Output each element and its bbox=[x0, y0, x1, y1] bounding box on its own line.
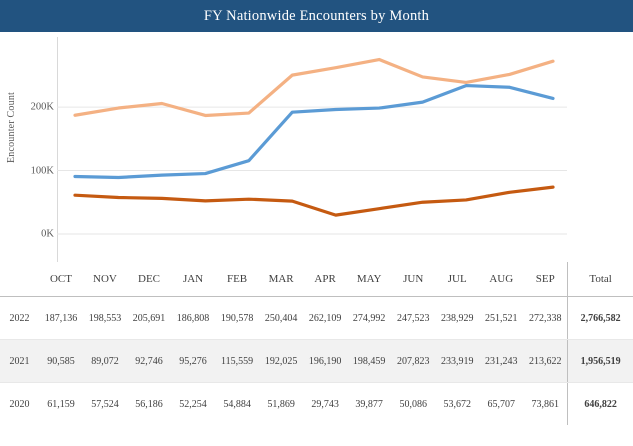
table-header-row: OCT NOV DEC JAN FEB MAR APR MAY JUN JUL AUG SEP Tota… bbox=[0, 262, 633, 297]
cell-2022-may: 274,992 bbox=[347, 296, 392, 340]
table-row: 2021 90,585 89,072 92,746 95,276 115,559 192,0… bbox=[0, 339, 633, 383]
cell-2022-oct: 187,136 bbox=[38, 296, 83, 340]
cell-2020-may: 39,877 bbox=[355, 398, 383, 410]
cell-2021-jul: 233,919 bbox=[435, 339, 480, 383]
cell-2020-sep: 73,861 bbox=[531, 398, 560, 410]
cell-2021-jan: 95,276 bbox=[171, 339, 216, 383]
header-month-apr: APR bbox=[303, 262, 348, 297]
header-year bbox=[0, 262, 39, 297]
cell-2021-nov: 89,072 bbox=[82, 339, 127, 383]
cell-2022-total: 2,766,582 bbox=[567, 296, 633, 340]
cell-2020-jun: 50,086 bbox=[399, 398, 427, 410]
row-year-label: 2021 bbox=[0, 339, 39, 383]
cell-2020-jan: 52,254 bbox=[179, 398, 207, 410]
table-row: 2020 61,159 57,524 56,186 52,254 54,884 51,869… bbox=[0, 382, 633, 425]
cell-2022-jul: 238,929 bbox=[435, 296, 480, 340]
header-month-dec: DEC bbox=[126, 262, 172, 297]
header-month-may: MAY bbox=[347, 262, 392, 297]
cell-2020-feb: 54,884 bbox=[223, 398, 251, 410]
cell-2022-dec: 205,691 bbox=[126, 296, 172, 340]
cell-2022-nov: 198,553 bbox=[82, 296, 127, 340]
cell-2022-mar: 250,404 bbox=[259, 296, 304, 340]
cell-2022-sep: 272,338 bbox=[523, 296, 568, 340]
header-month-nov: NOV bbox=[82, 262, 127, 297]
y-axis-line bbox=[57, 37, 58, 262]
cell-2021-feb: 115,559 bbox=[215, 339, 260, 383]
cell-2021-total: 1,956,519 bbox=[567, 339, 633, 383]
header-month-aug: AUG bbox=[479, 262, 524, 297]
series-line-2021 bbox=[73, 83, 555, 180]
table-body: 2022 187,136 198,553 205,691 186,808 190,578 2… bbox=[0, 296, 633, 425]
row-year-label: 2020 bbox=[9, 398, 30, 410]
table-row: 2022 187,136 198,553 205,691 186,808 190,578 2… bbox=[0, 296, 633, 340]
cell-2021-aug: 231,243 bbox=[479, 339, 524, 383]
cell-2020-oct: 61,159 bbox=[47, 398, 75, 410]
cell-2021-dec: 92,746 bbox=[126, 339, 172, 383]
cell-2021-oct: 90,585 bbox=[38, 339, 83, 383]
cell-2022-jan: 186,808 bbox=[171, 296, 216, 340]
cell-2020-apr: 29,743 bbox=[311, 398, 339, 410]
row-year-label: 2022 bbox=[0, 296, 39, 340]
data-table-wrapper: OCT NOV DEC JAN FEB MAR APR MAY JUN JUL AUG SEP Tota… bbox=[0, 262, 633, 446]
cell-2021-jun: 207,823 bbox=[391, 339, 436, 383]
plot-svg bbox=[57, 57, 567, 235]
header-total: Total bbox=[567, 262, 633, 297]
header-bar: FY Nationwide Encounters by Month bbox=[0, 0, 633, 32]
cell-2021-sep: 213,622 bbox=[523, 339, 568, 383]
cell-2022-aug: 251,521 bbox=[479, 296, 524, 340]
cell-2022-jun: 247,523 bbox=[391, 296, 436, 340]
cell-2021-apr: 196,190 bbox=[303, 339, 348, 383]
y-tick-label: 0K bbox=[41, 228, 54, 240]
plot-area bbox=[57, 32, 567, 262]
cell-2021-may: 198,459 bbox=[347, 339, 392, 383]
header-month-feb: FEB bbox=[215, 262, 260, 297]
header-month-mar: MAR bbox=[259, 262, 304, 297]
y-tick-label: 100K bbox=[30, 165, 54, 177]
table-head: OCT NOV DEC JAN FEB MAR APR MAY JUN JUL AUG SEP Tota… bbox=[0, 262, 633, 297]
line-chart: Encounter Count 0K 100K 200K bbox=[0, 32, 633, 262]
header-month-jan: JAN bbox=[171, 262, 216, 297]
header-month-oct: OCT bbox=[38, 262, 83, 297]
header-month-jul: JUL bbox=[435, 262, 480, 297]
cell-2020-mar: 51,869 bbox=[267, 398, 295, 410]
cell-2020-aug: 65,707 bbox=[487, 398, 516, 410]
cell-2020-dec: 56,186 bbox=[135, 398, 163, 410]
page-title: FY Nationwide Encounters by Month bbox=[203, 7, 430, 24]
cell-2020-jul: 53,672 bbox=[443, 398, 471, 410]
series-line-2020 bbox=[73, 185, 555, 217]
series-line-2022 bbox=[73, 57, 555, 118]
header-month-sep: SEP bbox=[523, 262, 568, 297]
cell-2021-mar: 192,025 bbox=[259, 339, 304, 383]
cell-2020-total: 646,822 bbox=[567, 382, 633, 425]
y-axis-ticks: 0K 100K 200K bbox=[16, 32, 54, 262]
y-tick-label: 200K bbox=[30, 101, 54, 113]
data-table: OCT NOV DEC JAN FEB MAR APR MAY JUN JUL AUG SEP Tota… bbox=[0, 262, 633, 425]
cell-2020-nov: 57,524 bbox=[91, 398, 119, 410]
cell-2022-feb: 190,578 bbox=[215, 296, 260, 340]
header-month-jun: JUN bbox=[391, 262, 436, 297]
cell-2022-apr: 262,109 bbox=[303, 296, 348, 340]
